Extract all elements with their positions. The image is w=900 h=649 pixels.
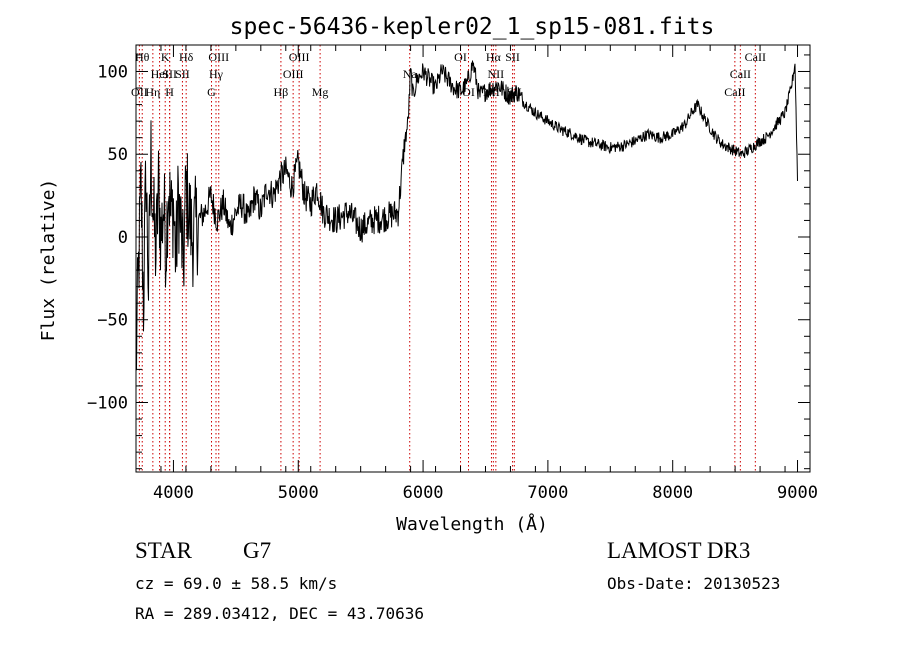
line-label-CaII: CaII <box>730 67 751 81</box>
line-label-HeI: HeI <box>151 67 169 81</box>
coordinates: RA = 289.03412, DEC = 43.70636 <box>135 604 424 623</box>
line-label-OI: OI <box>462 85 475 99</box>
y-tick-label: −50 <box>97 311 128 331</box>
x-tick-label: 7000 <box>527 483 568 503</box>
line-label-Hβ: Hβ <box>274 85 289 99</box>
line-label-Hα: Hα <box>486 50 502 64</box>
line-label-CaII: CaII <box>745 50 766 64</box>
line-label-OIII: OIII <box>208 50 229 64</box>
spectrum-series <box>135 60 798 371</box>
line-label-Hγ: Hγ <box>209 67 224 81</box>
line-label-OIII: OIII <box>283 67 304 81</box>
line-label-CaII: CaII <box>724 85 745 99</box>
y-tick-label: 50 <box>108 145 128 165</box>
line-label-Hθ: Hθ <box>135 50 150 64</box>
line-label-Hη: Hη <box>145 85 160 99</box>
line-label-SII: SII <box>162 67 177 81</box>
spectral-line-markers <box>138 45 756 472</box>
x-tick-label: 4000 <box>153 483 194 503</box>
x-tick-label: 5000 <box>278 483 319 503</box>
plot-frame <box>135 44 811 473</box>
y-axis-label: Flux (relative) <box>38 179 59 342</box>
line-label-Na: Na <box>403 67 418 81</box>
line-label-SII: SII <box>507 85 522 99</box>
spectrum-line <box>135 60 798 371</box>
line-label-NII: NII <box>483 85 500 99</box>
line-label-H: H <box>165 85 174 99</box>
x-axis-label: Wavelength (Å) <box>396 513 548 535</box>
line-label-Mg: Mg <box>312 85 329 99</box>
redshift-velocity: cz = 69.0 ± 58.5 km/s <box>135 574 338 593</box>
line-label-Hδ: Hδ <box>179 50 194 64</box>
plot-axes: 4000 5000 6000 7000 8000 9000 −100 −50 0 50 100 <box>87 44 818 503</box>
y-tick-label: −100 <box>87 393 128 413</box>
object-subclass: G7 <box>243 538 272 563</box>
x-tick-label: 9000 <box>777 483 818 503</box>
y-tick-label: 100 <box>97 62 128 82</box>
line-label-G: G <box>207 85 216 99</box>
chart-title: spec-56436-kepler02_1_sp15-081.fits <box>230 14 715 40</box>
line-label-OI: OI <box>454 50 467 64</box>
line-label-OIII: OIII <box>289 50 310 64</box>
line-label-SII: SII <box>505 50 520 64</box>
observation-date: Obs-Date: 20130523 <box>607 574 781 593</box>
x-tick-label: 6000 <box>403 483 444 503</box>
survey-name: LAMOST DR3 <box>607 538 751 563</box>
y-tick-label: 0 <box>118 228 128 248</box>
line-label-OII: OII <box>131 85 148 99</box>
line-label-SII: SII <box>175 67 190 81</box>
line-label-K: K <box>161 50 170 64</box>
x-tick-label: 8000 <box>652 483 693 503</box>
line-label-NII: NII <box>488 67 505 81</box>
object-class: STAR <box>135 538 192 563</box>
